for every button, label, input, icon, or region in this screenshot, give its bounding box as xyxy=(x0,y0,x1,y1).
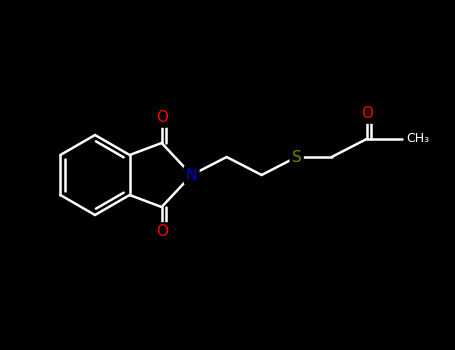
Text: O: O xyxy=(156,224,167,239)
Text: S: S xyxy=(292,149,302,164)
Text: CH₃: CH₃ xyxy=(407,133,430,146)
Text: O: O xyxy=(156,111,167,126)
Text: O: O xyxy=(361,106,373,121)
Text: N: N xyxy=(186,168,197,182)
